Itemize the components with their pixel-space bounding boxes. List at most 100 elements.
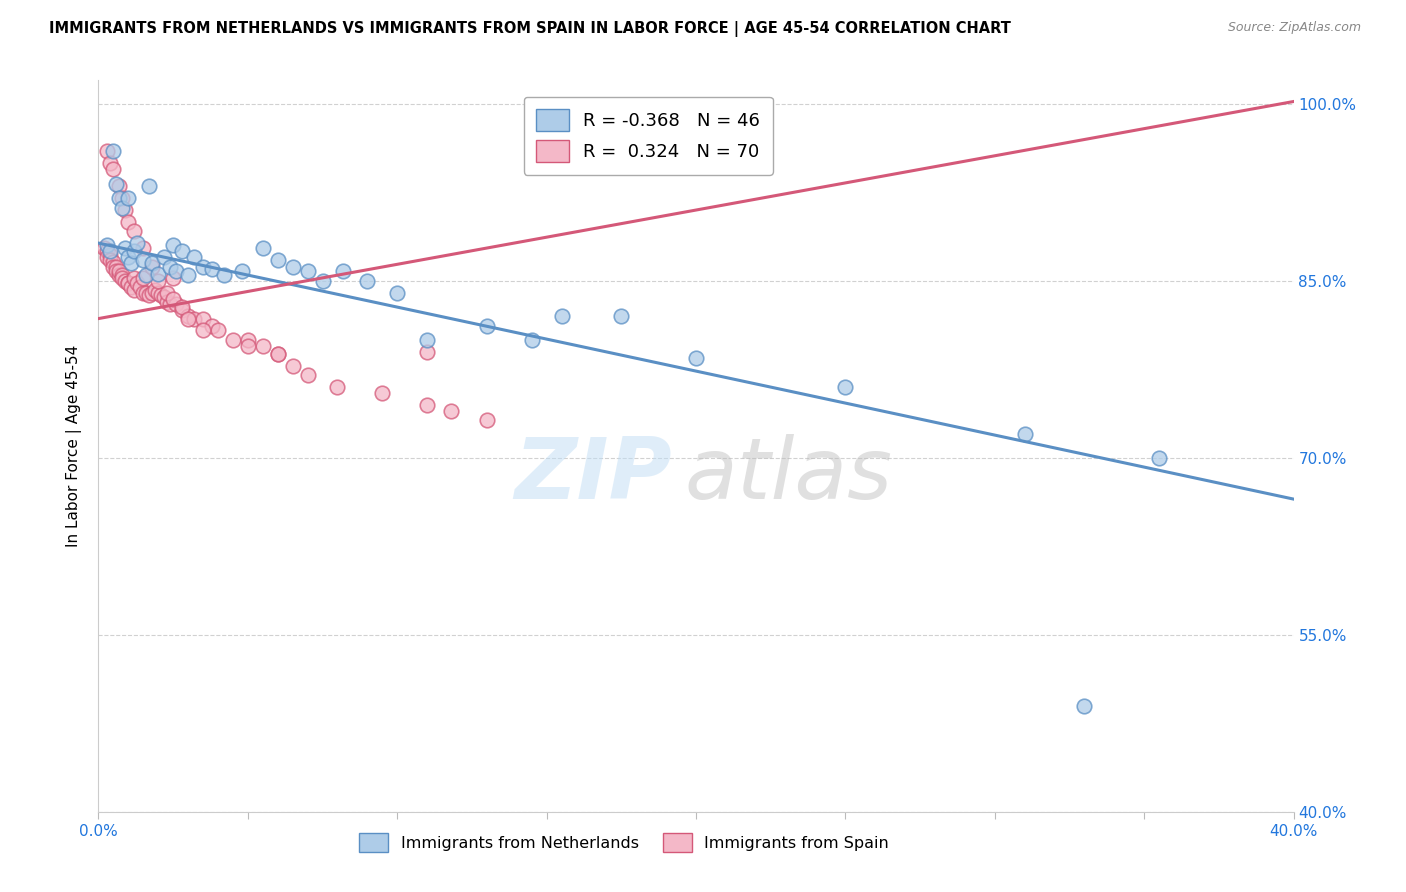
- Point: [135, 268, 157, 282]
- Point: [416, 333, 439, 347]
- Point: [127, 236, 149, 251]
- Point: [183, 311, 205, 326]
- Point: [236, 333, 259, 347]
- Point: [162, 271, 184, 285]
- Point: [132, 241, 155, 255]
- Text: Source: ZipAtlas.com: Source: ZipAtlas.com: [1227, 21, 1361, 35]
- Point: [148, 274, 170, 288]
- Point: [98, 252, 122, 267]
- Point: [138, 179, 160, 194]
- Point: [162, 292, 184, 306]
- Point: [156, 285, 179, 300]
- Point: [129, 279, 152, 293]
- Point: [177, 268, 200, 282]
- Point: [267, 347, 290, 361]
- Point: [98, 244, 122, 259]
- Point: [132, 285, 155, 300]
- Point: [96, 238, 118, 252]
- Point: [141, 285, 163, 300]
- Point: [252, 339, 274, 353]
- Point: [267, 347, 290, 361]
- Point: [385, 285, 409, 300]
- Point: [520, 333, 543, 347]
- Point: [201, 262, 224, 277]
- Point: [177, 310, 200, 324]
- Point: [105, 177, 128, 191]
- Point: [297, 264, 319, 278]
- Point: [148, 285, 170, 300]
- Text: IMMIGRANTS FROM NETHERLANDS VS IMMIGRANTS FROM SPAIN IN LABOR FORCE | AGE 45-54 : IMMIGRANTS FROM NETHERLANDS VS IMMIGRANT…: [49, 21, 1011, 37]
- Point: [141, 256, 163, 270]
- Point: [108, 268, 131, 282]
- Point: [143, 283, 166, 297]
- Point: [120, 279, 142, 293]
- Point: [356, 274, 378, 288]
- Point: [103, 144, 125, 158]
- Point: [132, 252, 155, 267]
- Point: [96, 144, 118, 158]
- Point: [117, 276, 139, 290]
- Point: [148, 267, 170, 281]
- Point: [103, 161, 125, 176]
- Point: [124, 283, 146, 297]
- Point: [440, 403, 463, 417]
- Point: [332, 264, 354, 278]
- Point: [177, 311, 200, 326]
- Point: [159, 297, 181, 311]
- Point: [108, 191, 131, 205]
- Point: [105, 264, 128, 278]
- Point: [165, 264, 187, 278]
- Point: [834, 380, 856, 394]
- Point: [117, 250, 139, 264]
- Point: [108, 264, 131, 278]
- Point: [98, 156, 122, 170]
- Point: [326, 380, 349, 394]
- Point: [135, 285, 157, 300]
- Point: [117, 276, 139, 290]
- Point: [1147, 450, 1170, 465]
- Point: [93, 241, 115, 255]
- Point: [172, 303, 194, 318]
- Point: [96, 244, 118, 259]
- Point: [550, 310, 572, 324]
- Point: [610, 310, 633, 324]
- Point: [475, 413, 498, 427]
- Point: [108, 179, 131, 194]
- Legend: Immigrants from Netherlands, Immigrants from Spain: Immigrants from Netherlands, Immigrants …: [353, 826, 896, 859]
- Point: [132, 271, 155, 285]
- Point: [96, 250, 118, 264]
- Point: [111, 191, 134, 205]
- Point: [1014, 427, 1036, 442]
- Point: [207, 323, 229, 337]
- Point: [98, 248, 122, 262]
- Text: atlas: atlas: [685, 434, 891, 516]
- Point: [685, 351, 707, 365]
- Point: [111, 201, 134, 215]
- Point: [183, 250, 205, 264]
- Point: [114, 274, 136, 288]
- Point: [105, 260, 128, 274]
- Point: [124, 271, 146, 285]
- Point: [150, 288, 173, 302]
- Point: [103, 255, 125, 269]
- Point: [159, 260, 181, 274]
- Point: [117, 215, 139, 229]
- Point: [111, 271, 134, 285]
- Text: ZIP: ZIP: [515, 434, 672, 516]
- Point: [236, 339, 259, 353]
- Point: [103, 260, 125, 274]
- Y-axis label: In Labor Force | Age 45-54: In Labor Force | Age 45-54: [66, 345, 83, 547]
- Point: [114, 202, 136, 217]
- Point: [165, 297, 187, 311]
- Point: [231, 264, 253, 278]
- Point: [252, 241, 274, 255]
- Point: [222, 333, 245, 347]
- Point: [416, 344, 439, 359]
- Point: [267, 252, 290, 267]
- Point: [371, 385, 394, 400]
- Point: [191, 260, 214, 274]
- Point: [111, 268, 134, 282]
- Point: [138, 288, 160, 302]
- Point: [124, 224, 146, 238]
- Point: [475, 318, 498, 333]
